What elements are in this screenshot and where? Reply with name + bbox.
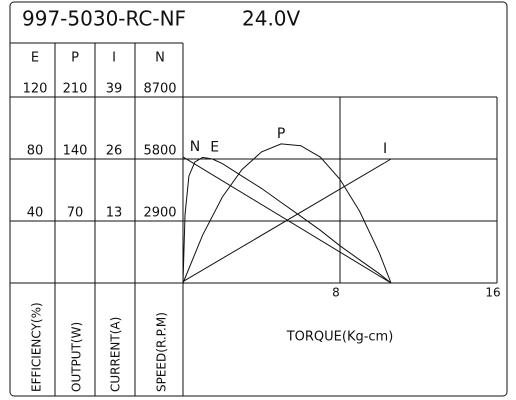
y-tick-label: 39: [106, 82, 123, 97]
y-tick-label: 40: [27, 206, 44, 221]
y-tick-label: 5800: [143, 144, 176, 159]
y-tick-label: 210: [63, 82, 88, 97]
column-header: E: [31, 51, 39, 66]
column-header: P: [71, 51, 79, 66]
y-axis-label: SPEED(R.P.M): [155, 312, 169, 392]
curve-label: E: [210, 139, 219, 155]
column-header: N: [155, 51, 165, 66]
y-tick-label: 8700: [143, 82, 176, 97]
column-header: I: [112, 51, 116, 66]
y-tick-label: 2900: [143, 206, 176, 221]
y-tick-label: 80: [27, 144, 44, 159]
x-tick-label: 8: [332, 286, 340, 300]
y-tick-label: 26: [106, 144, 123, 159]
curve-label: N: [190, 139, 200, 155]
y-tick-label: 13: [106, 206, 123, 221]
chart-title: 997-5030-RC-NF: [22, 7, 186, 31]
y-tick-label: 140: [63, 144, 88, 159]
frame: [9, 1, 508, 397]
x-axis-label: TORQUE(Kg-cm): [286, 330, 394, 345]
curve: [182, 156, 392, 284]
y-axis-label: EFFICIENCY(%): [30, 302, 44, 392]
y-axis-label: OUTPUT(W): [70, 322, 84, 392]
curve: [182, 156, 392, 284]
curve: [182, 143, 392, 284]
y-axis-label: CURRENT(A): [109, 317, 123, 392]
curve-label: P: [277, 126, 285, 142]
voltage: 24.0V: [242, 7, 301, 31]
curve-label: I: [383, 141, 387, 157]
x-tick-label: 16: [485, 286, 500, 300]
y-tick-label: 120: [23, 82, 48, 97]
y-tick-label: 70: [67, 206, 84, 221]
